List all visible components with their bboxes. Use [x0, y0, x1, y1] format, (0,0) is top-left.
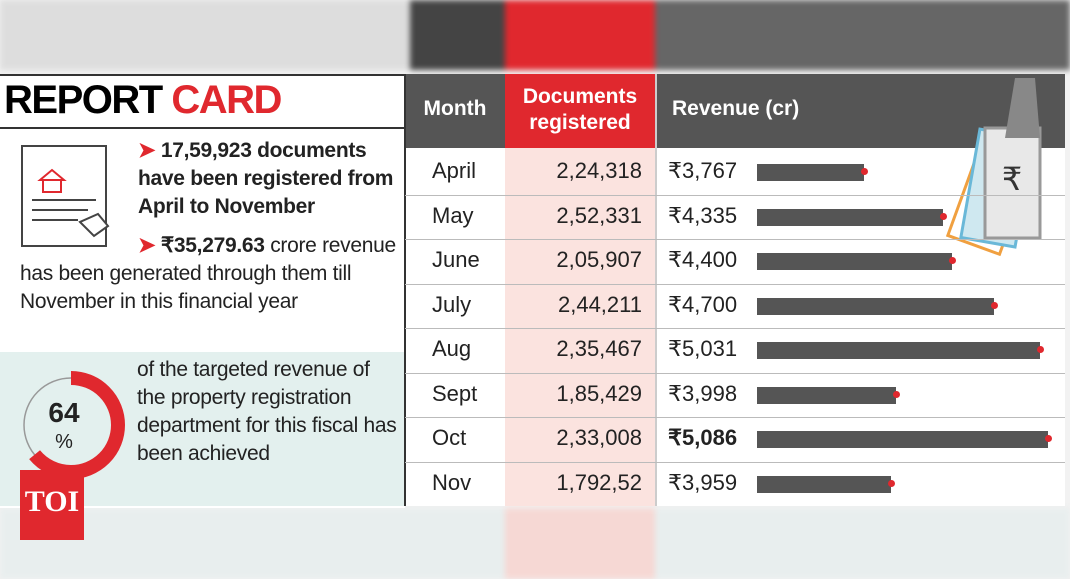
fact-amount: ₹35,279.63: [160, 234, 265, 257]
row-separator: [405, 372, 1065, 374]
blurred-backdrop: [0, 0, 1070, 70]
fact: ➤ ₹35,279.63 crore revenue has been gene…: [20, 234, 396, 313]
row-separator: [405, 283, 1065, 285]
documents: 2,35,467: [556, 336, 642, 362]
row-separator: [405, 461, 1065, 463]
month: Nov: [432, 469, 472, 495]
value-label: ₹5,031: [668, 336, 738, 362]
fact: ➤ 17,59,923 documents have been register…: [138, 139, 394, 218]
fact-text: crore revenue has been generated through…: [20, 234, 396, 313]
documents: 1,85,429: [556, 380, 642, 406]
bar-end-dot: [940, 212, 948, 220]
month: April: [432, 158, 477, 184]
row-separator: [405, 239, 1065, 240]
bar-end-dot: [949, 257, 957, 265]
column-header: Revenue (cr): [672, 97, 800, 120]
bar-end-dot: [1045, 435, 1053, 443]
month: Sept: [432, 380, 478, 406]
bar: [757, 342, 1041, 360]
value-label: ₹4,400: [668, 247, 738, 273]
bar-end-dot: [991, 301, 999, 309]
donut-value: 64: [48, 397, 80, 428]
column-header: Documents registered: [522, 85, 638, 134]
month: Oct: [432, 425, 467, 451]
logo: TOI: [20, 470, 84, 540]
bar: [757, 431, 1049, 449]
document-icon: [21, 145, 110, 247]
bar-end-dot: [861, 168, 868, 176]
bar-end-dot: [893, 390, 901, 398]
month: Aug: [432, 336, 472, 362]
bar: [757, 475, 891, 493]
value-label: ₹5,086: [668, 425, 738, 451]
column-divider: [655, 74, 657, 506]
row-separator: [405, 417, 1065, 418]
month: May: [432, 202, 474, 228]
documents: 2,24,318: [556, 158, 642, 184]
blurred-backdrop: [0, 508, 1070, 579]
row-separator: [405, 328, 1065, 329]
value-label: ₹3,767: [668, 158, 738, 184]
value-label: ₹3,998: [668, 380, 738, 406]
column-header: Month: [423, 97, 487, 120]
bar: [757, 208, 944, 226]
documents: 2,33,008: [556, 425, 642, 451]
value-label: ₹4,700: [668, 291, 738, 317]
donut-text: of the targeted revenue of the property …: [137, 358, 397, 465]
month: July: [432, 291, 472, 317]
divider: [0, 127, 405, 129]
documents: 1,792,52: [556, 469, 642, 495]
bar: [757, 253, 953, 271]
documents-header: [505, 74, 655, 148]
bar: [757, 386, 897, 404]
title-text: REPORT: [4, 78, 163, 122]
value-label: ₹3,959: [668, 469, 738, 495]
fact-text: 17,59,923 documents have been registered…: [138, 139, 394, 218]
bar-end-dot: [1037, 346, 1045, 354]
bar: [757, 297, 995, 315]
documents: 2,44,211: [557, 291, 642, 317]
value-label: ₹4,335: [668, 202, 738, 228]
documents: 2,05,907: [556, 247, 642, 273]
title-highlight: CARD: [171, 78, 282, 122]
row-separator: [405, 194, 1065, 196]
donut-unit: %: [55, 431, 73, 453]
bar: [757, 164, 864, 182]
svg-text:₹: ₹: [1002, 161, 1022, 197]
column-divider: [404, 74, 406, 506]
bar-end-dot: [887, 479, 895, 487]
documents: 2,52,331: [556, 202, 642, 228]
month: June: [432, 247, 480, 273]
money-icon: ₹: [945, 78, 1042, 257]
title: REPORT CARD: [4, 78, 282, 123]
